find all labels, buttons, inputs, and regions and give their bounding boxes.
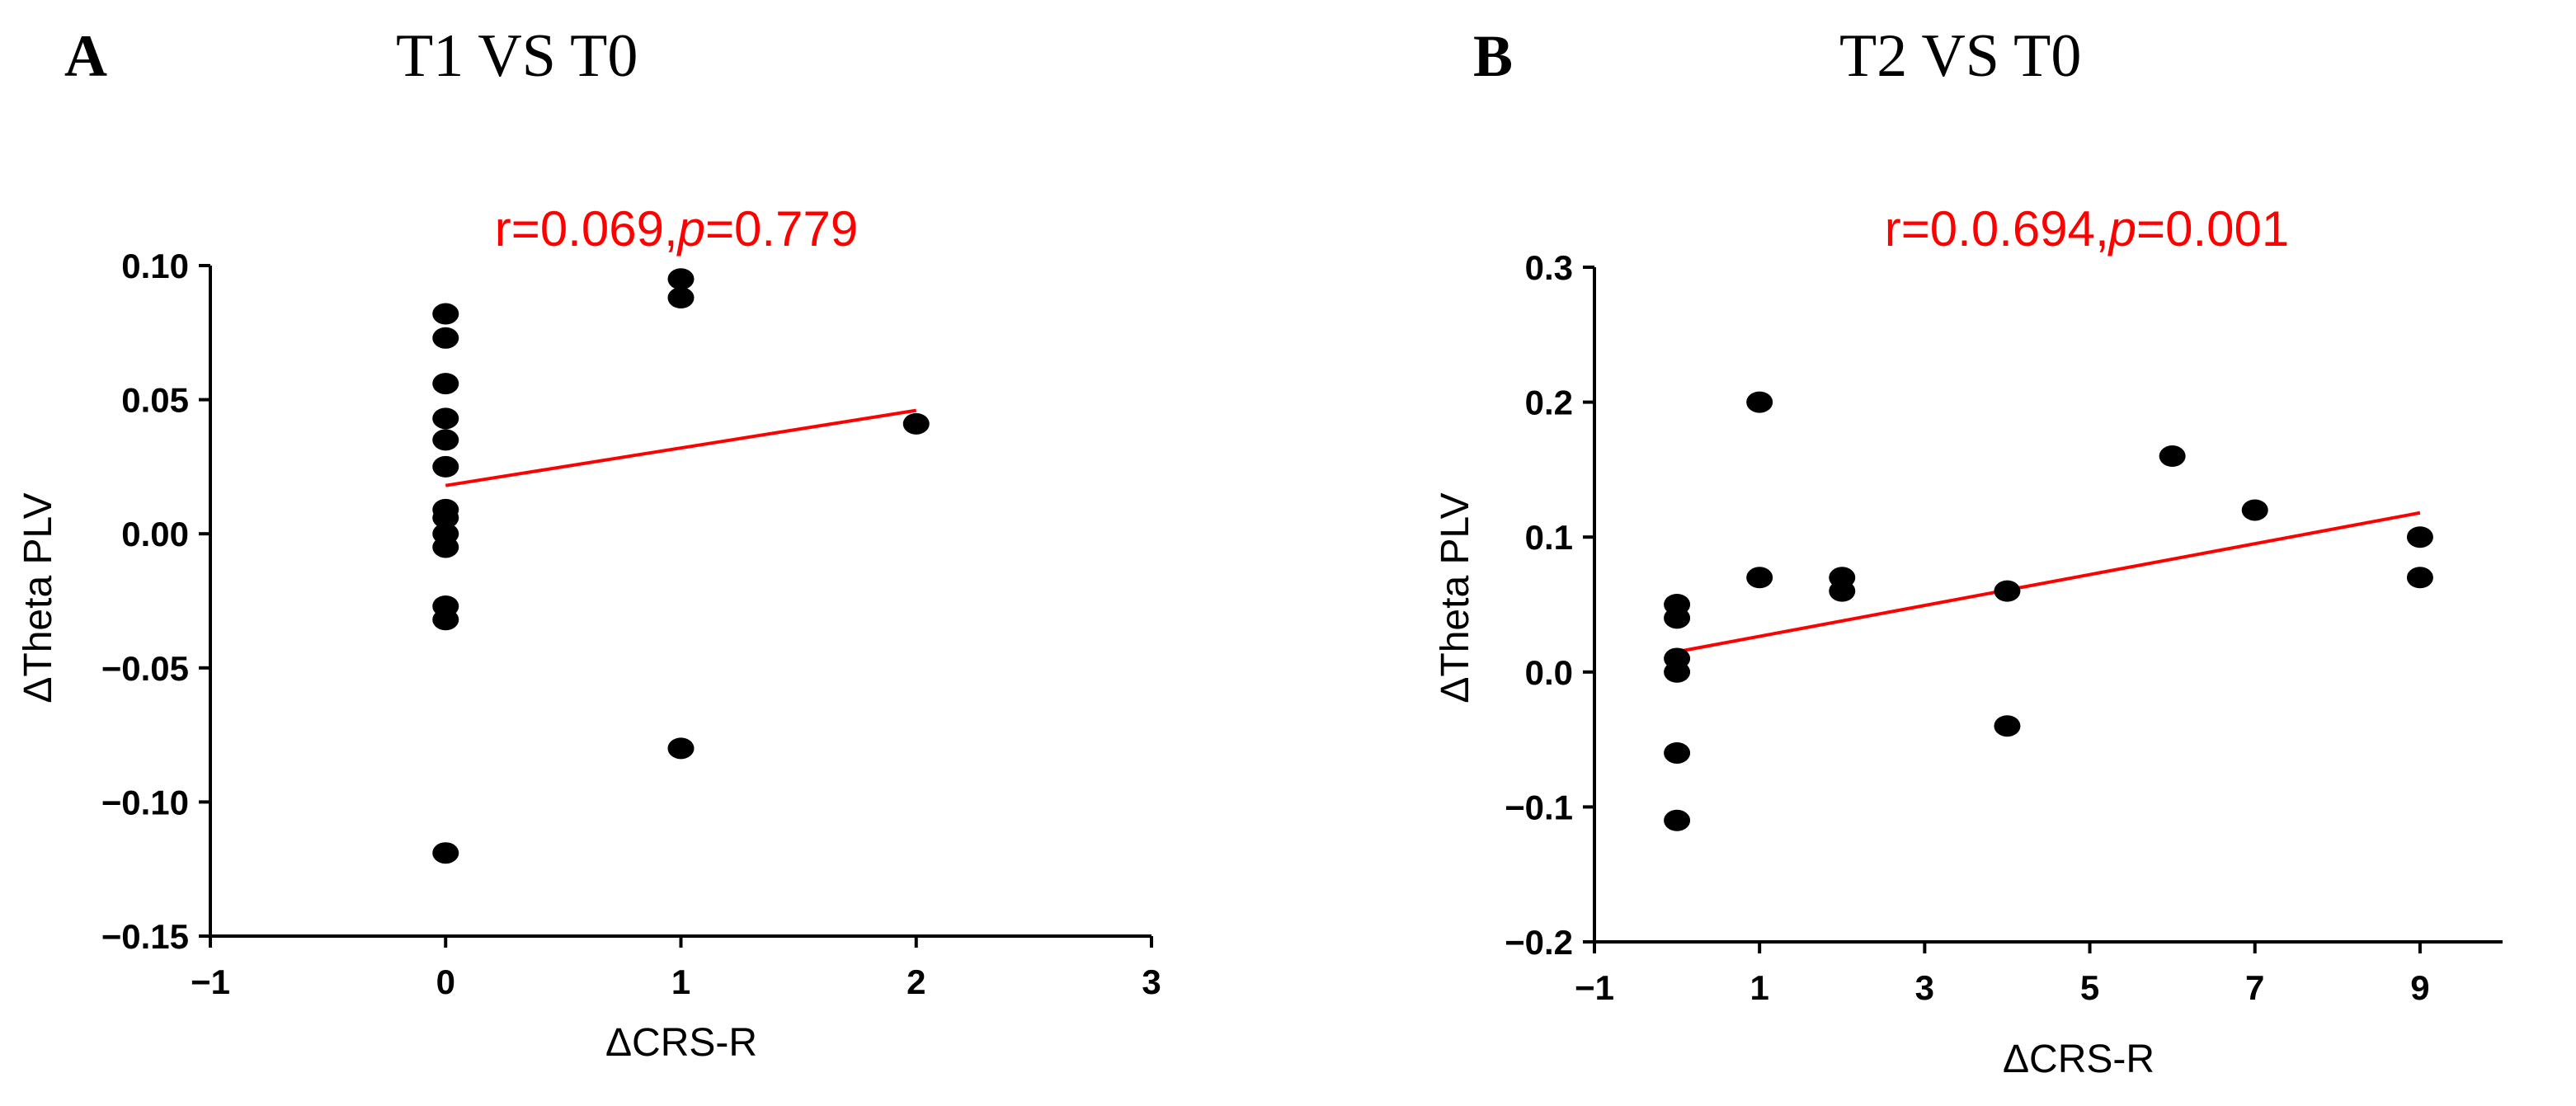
x-axis-label: ΔCRS-R <box>2003 1038 2155 1081</box>
x-tick-label: 2 <box>907 962 925 1001</box>
panel-b: B T2 VS T0 r=0.0.694,p=0.001 0.30.20.10.… <box>1434 22 2503 1081</box>
x-tick-label: 3 <box>1915 968 1934 1007</box>
axes: 0.10 0.05 0.00 −0.05 −0.10 −0.15−1 0 1 2 3 <box>101 247 1161 1001</box>
regression-line <box>1676 511 2421 654</box>
panel-a: A T1 VS T0 r=0.069,p=0.779 0.10 0.05 0.00 −… <box>16 22 1161 1065</box>
y-tick-label: −0.1 <box>1505 788 1573 826</box>
data-point <box>1664 741 1691 764</box>
data-point <box>1829 580 1856 602</box>
panel-title: T2 VS T0 <box>1839 22 2081 90</box>
y-tick-label: 0.1 <box>1525 518 1573 557</box>
panel-letter: A <box>64 23 107 89</box>
fit-line-group <box>445 408 917 487</box>
data-point <box>2406 526 2433 548</box>
y-tick-label: 0.3 <box>1525 248 1573 287</box>
data-point <box>432 373 459 395</box>
x-tick-label: 0 <box>436 962 455 1001</box>
data-point <box>667 268 695 290</box>
y-tick-label: −0.05 <box>101 649 189 688</box>
data-point <box>432 609 459 631</box>
data-point <box>1746 391 1773 413</box>
data-point <box>1664 661 1691 683</box>
data-point <box>1664 809 1691 831</box>
x-tick-label: −1 <box>1575 968 1614 1007</box>
data-point <box>667 737 695 760</box>
data-point <box>432 506 459 529</box>
y-tick-label: 0.0 <box>1525 653 1573 692</box>
y-axis-label: ΔTheta PLV <box>16 492 60 703</box>
data-point <box>1664 607 1691 629</box>
panel-letter: B <box>1473 23 1513 89</box>
data-point <box>902 412 930 435</box>
axes: 0.3 0.2 0.1 0.0 −0.1 −0.2−1 1 3 5 7 9 <box>1505 248 2503 1007</box>
y-tick-label: 0.00 <box>121 515 189 553</box>
y-tick-label: −0.10 <box>101 783 189 821</box>
x-tick-label: 5 <box>2080 968 2099 1007</box>
data-point <box>2406 567 2433 589</box>
data-point <box>667 287 695 309</box>
data-point <box>432 303 459 325</box>
y-axis-label: ΔTheta PLV <box>1434 492 1477 703</box>
data-point <box>1994 715 2021 737</box>
data-point <box>432 842 459 864</box>
correlation-stat: r=0.0.694,p=0.001 <box>1885 201 2289 256</box>
correlation-stat: r=0.069,p=0.779 <box>495 201 858 256</box>
data-point <box>432 407 459 430</box>
panel-title: T1 VS T0 <box>396 22 638 90</box>
y-tick-label: 0.2 <box>1525 384 1573 422</box>
y-tick-label: −0.2 <box>1505 923 1573 962</box>
regression-line <box>445 408 917 487</box>
y-tick-label: −0.15 <box>101 917 189 956</box>
fit-line-group <box>1676 511 2421 654</box>
x-tick-label: 1 <box>671 962 690 1001</box>
y-tick-label: 0.10 <box>121 247 189 285</box>
data-point <box>2241 499 2268 521</box>
data-point <box>432 429 459 451</box>
data-points <box>1664 391 2433 831</box>
x-tick-label: 1 <box>1750 968 1769 1007</box>
data-point <box>432 455 459 478</box>
x-axis-label: ΔCRS-R <box>605 1021 757 1065</box>
data-point <box>2159 445 2186 468</box>
x-tick-label: 7 <box>2245 968 2264 1007</box>
data-point <box>1746 567 1773 589</box>
x-tick-label: 3 <box>1142 962 1161 1001</box>
x-tick-label: 9 <box>2410 968 2429 1007</box>
x-tick-label: −1 <box>191 962 230 1001</box>
data-points <box>432 268 930 864</box>
y-tick-label: 0.05 <box>121 381 189 420</box>
data-point <box>1994 580 2021 602</box>
data-point <box>432 523 459 545</box>
data-point <box>432 327 459 349</box>
